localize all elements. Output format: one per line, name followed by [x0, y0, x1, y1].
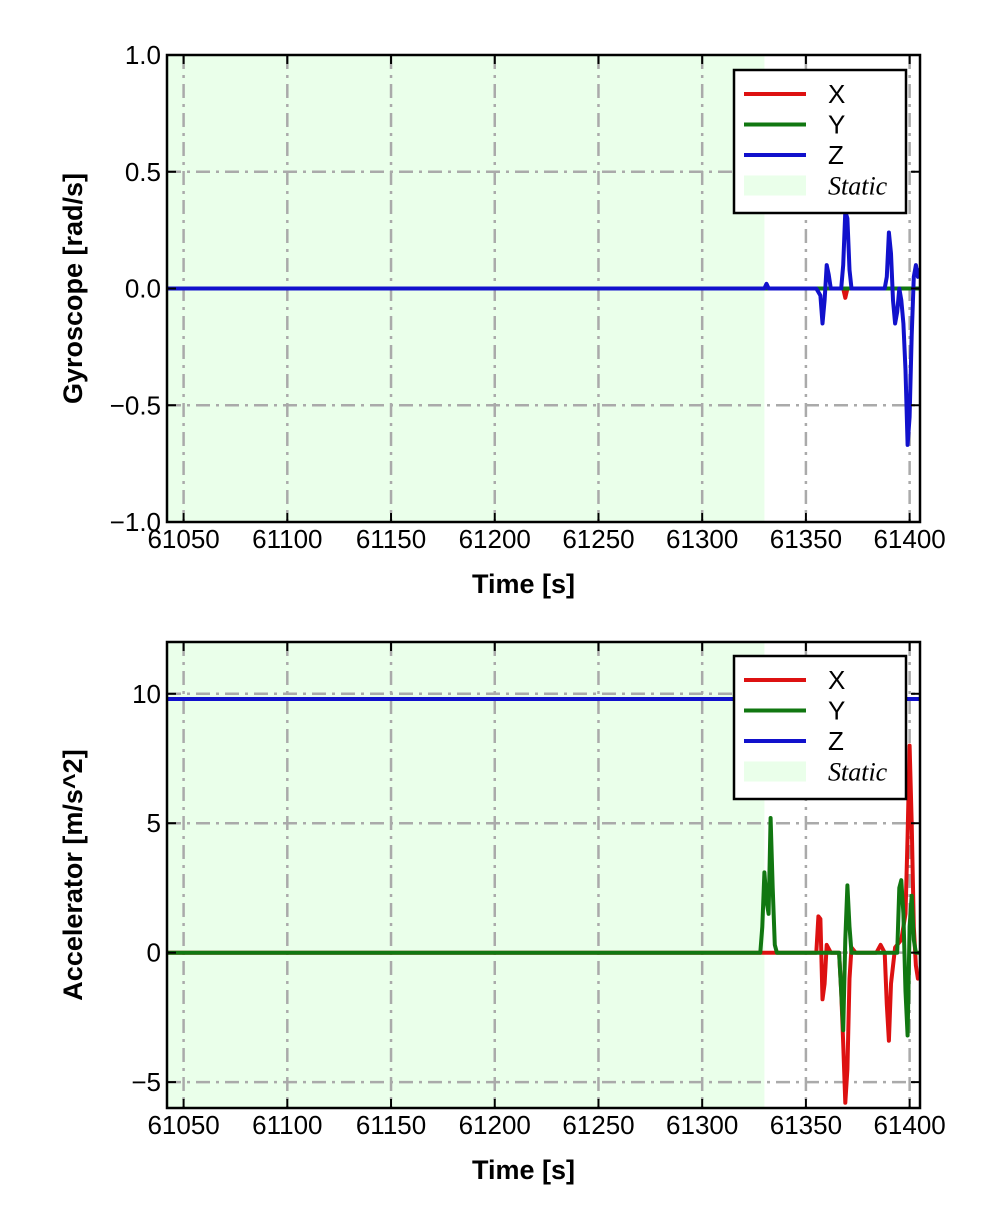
x-tick-label: 61150: [356, 524, 426, 554]
series-line-z: [167, 209, 920, 447]
x-tick-label: 61400: [873, 524, 945, 554]
static-span: [167, 642, 765, 1108]
legend-label-x: X: [828, 79, 845, 109]
legend-label-y: Y: [828, 696, 845, 726]
y-tick-label: 1.0: [125, 40, 161, 70]
legend-swatch-static: [744, 175, 806, 196]
gyroscope-panel: 61050 61100 61150 61200 61250 61300 61350 61400…: [58, 40, 946, 599]
x-tick-label: 61100: [252, 1110, 322, 1140]
y-tick-label: −0.5: [110, 390, 161, 420]
y-tick-label: 0.0: [125, 274, 161, 304]
x-tick-label: 61300: [666, 524, 738, 554]
x-tick-label: 61250: [562, 524, 634, 554]
legend-swatch-static: [744, 761, 806, 782]
x-tick-label: 61350: [770, 524, 842, 554]
x-tick-label: 61050: [147, 524, 219, 554]
x-axis-label: Time [s]: [472, 569, 575, 599]
x-tick-label: 61300: [666, 1110, 738, 1140]
y-tick-label: −5: [131, 1067, 161, 1097]
y-tick-label: 10: [132, 679, 161, 709]
legend-label-z: Z: [828, 140, 844, 170]
x-tick-label: 61400: [873, 1110, 945, 1140]
x-tick-label: 61200: [459, 524, 531, 554]
x-axis-label: Time [s]: [472, 1155, 575, 1185]
grid: [167, 642, 920, 1108]
x-tick-label: 61250: [562, 1110, 634, 1140]
series-line-y: [167, 816, 920, 1038]
y-tick-label: 5: [147, 808, 161, 838]
y-tick-label: 0: [147, 938, 161, 968]
legend-label-static: Static: [828, 758, 888, 787]
y-axis-label: Gyroscope [rad/s]: [58, 173, 88, 404]
legend-label-z: Z: [828, 726, 844, 756]
legend-label-y: Y: [828, 110, 845, 140]
x-tick-label: 61200: [459, 1110, 531, 1140]
x-tick-label: 61050: [147, 1110, 219, 1140]
x-tick-label: 61350: [770, 1110, 842, 1140]
plot-frame: [165, 640, 922, 1110]
y-tick-label: 0.5: [125, 157, 161, 187]
series-group: [167, 209, 920, 447]
accelerator-panel: 61050 61100 61150 61200 61250 61300 61350 61400…: [58, 640, 946, 1185]
y-tick-label: −1.0: [110, 507, 161, 537]
legend-label-static: Static: [828, 172, 888, 201]
y-axis-label: Accelerator [m/s^2]: [58, 749, 88, 1000]
x-tick-label: 61150: [356, 1110, 426, 1140]
x-tick-label: 61100: [252, 524, 322, 554]
legend-label-x: X: [828, 665, 845, 695]
